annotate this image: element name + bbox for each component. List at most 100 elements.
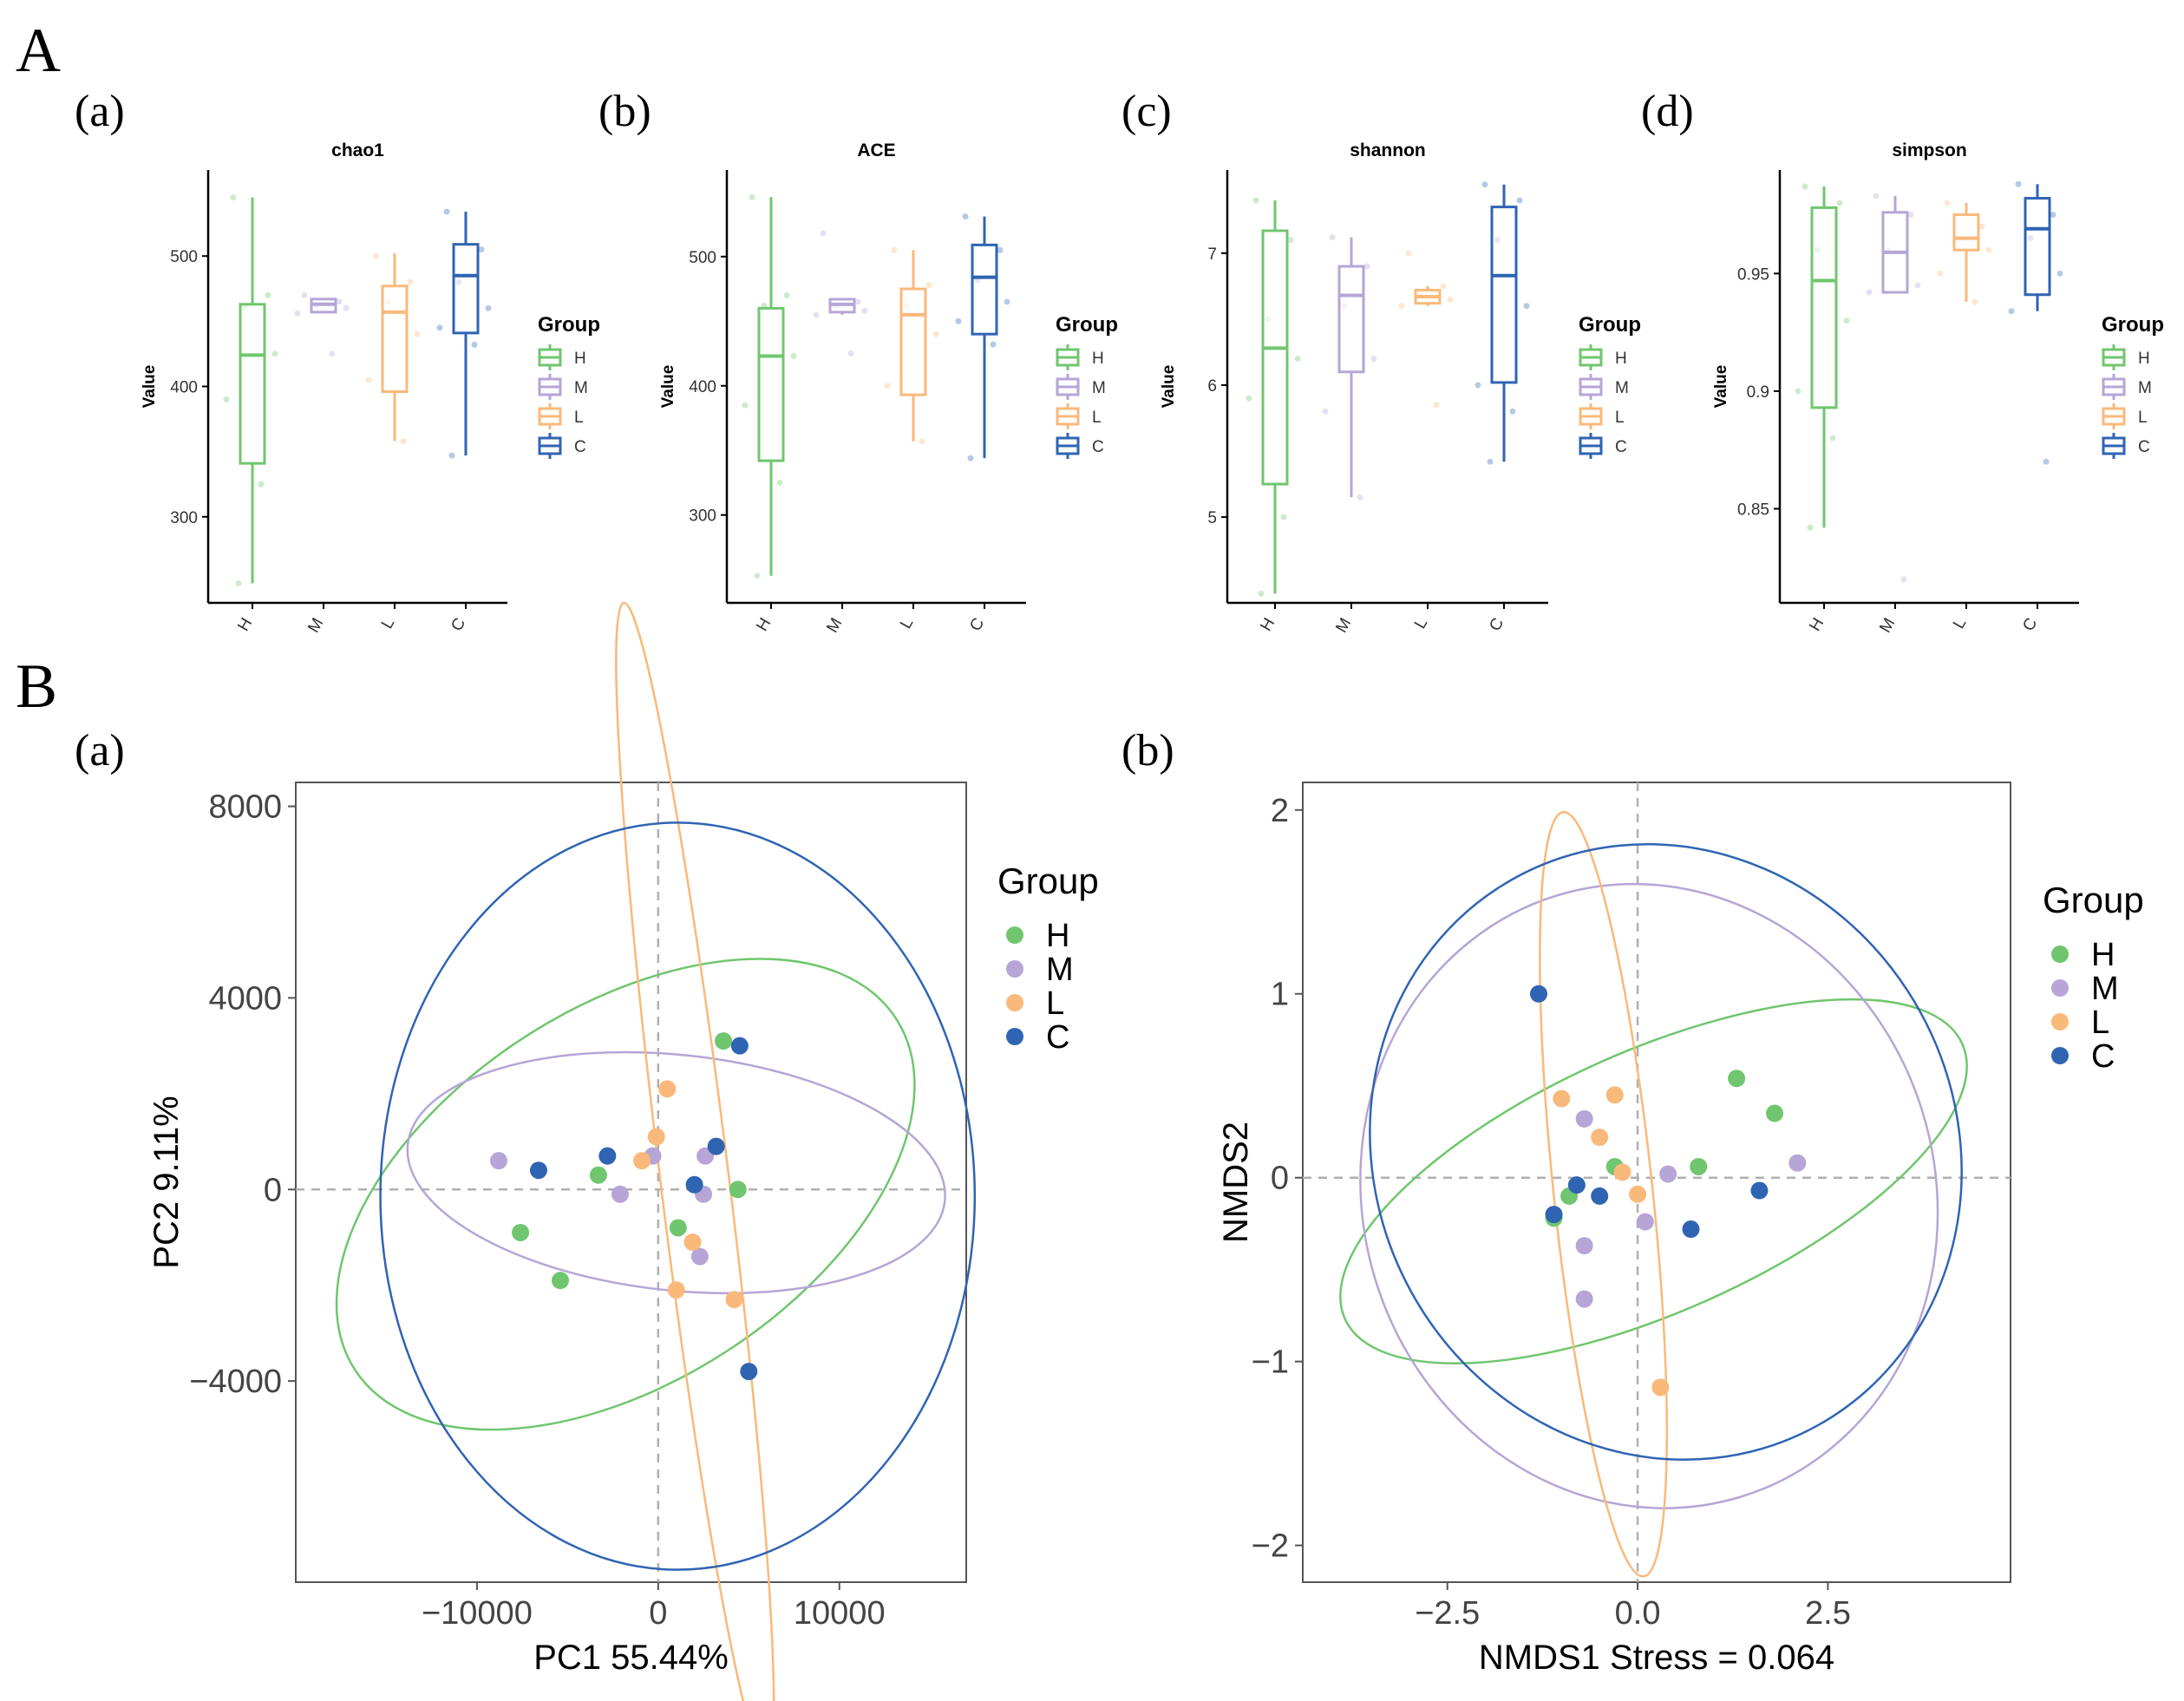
confidence-ellipse-l [1539,810,1669,1578]
data-point-l [1553,1089,1571,1108]
legend-label: C [1046,1019,1069,1056]
legend-title: Group [997,860,1099,901]
legend-item-c: C [538,433,586,459]
legend-label: M [2138,379,2152,397]
legend-label: M [1615,379,1629,397]
data-point-h [235,579,242,586]
legend-item-h: H [2102,344,2150,370]
data-point-l [1398,303,1405,310]
legend-item-l: L [538,403,584,429]
y-tick-label: 4000 [208,980,282,1017]
x-tick-label: M [823,615,846,636]
data-point-h [552,1272,570,1290]
chart-title: ACE [857,141,895,160]
box-c [2024,184,2051,311]
data-point-l [925,282,932,289]
x-tick-label: C [1486,615,1507,634]
data-point-h [1795,388,1801,395]
y-tick-label: 2 [1271,793,1289,829]
data-point-m [1575,1237,1593,1255]
data-point-c [2050,212,2056,219]
y-tick-label: 0.85 [1737,501,1769,520]
data-point-l [633,1152,651,1170]
x-tick-label: L [897,615,917,632]
data-point-l [372,252,379,259]
x-tick-label: 0 [649,1595,667,1632]
data-point-c [962,213,969,220]
data-point-m [489,1152,507,1170]
data-point-m [1329,234,1336,241]
data-point-h [589,1166,607,1184]
data-point-l [407,278,414,285]
data-point-h [1728,1070,1746,1088]
y-tick-label: 0.9 [1747,383,1769,402]
data-point-h [271,350,278,357]
data-point-h [729,1181,747,1199]
x-tick-label: 2.5 [1805,1595,1851,1632]
data-point-h [1690,1157,1708,1175]
y-axis-label: Value [659,365,677,409]
data-point-c [1545,1206,1563,1224]
data-point-l [919,438,925,445]
legend-item-m: M [1006,952,1074,988]
legend-label: M [1092,379,1106,397]
confidence-ellipse-l [615,601,775,1701]
legend-label: M [2091,971,2119,1007]
x-tick-label: H [1806,615,1828,634]
chart-title: simpson [1892,141,1966,160]
y-tick-label: 0 [264,1172,282,1208]
y-tick-label: 500 [170,248,198,266]
y-tick-label: −2 [1252,1528,1289,1565]
legend-label: L [1046,985,1064,1022]
y-axis-label: Value [1160,365,1178,409]
data-point-c [1567,1176,1586,1194]
confidence-ellipse-c [379,821,977,1571]
data-point-m [820,230,827,237]
box-iqr [1810,206,1838,409]
data-point-c [1750,1181,1769,1200]
data-point-c [471,341,478,348]
data-point-l [683,1233,702,1252]
y-axis-label: Value [1712,365,1730,409]
y-tick-label: 500 [689,249,716,267]
panel-label-a-c: (c) [1121,87,1172,136]
panel-label-a-a: (a) [75,87,125,136]
data-point-l [884,383,891,389]
section-label-a: A [16,16,61,85]
box-iqr [239,303,266,465]
data-point-l [1978,223,1985,230]
data-point-c [685,1175,703,1194]
data-point-c [2015,180,2022,187]
data-point-l [1440,283,1447,290]
data-point-c [1516,197,1523,204]
legend-key-dot [1006,926,1023,944]
data-point-l [400,438,407,445]
nmds-plot: −2.5 0.0 2.5 −2 −1 0 1 2 NMDS1 Stress = 0.064 NMD… [1217,782,2144,1677]
data-point-c [443,208,450,215]
box-iqr [757,306,785,462]
data-point-l [1613,1163,1631,1181]
confidence-ellipse-m [406,1050,946,1295]
data-point-m [1357,494,1363,500]
data-point-m [611,1185,629,1203]
data-point-c [1523,303,1530,310]
data-point-l [667,1281,685,1299]
legend-label: M [574,379,588,397]
legend-item-h: H [1579,344,1627,370]
legend-item-l: L [2102,403,2148,429]
y-axis-label: NMDS2 [1217,1122,1255,1243]
data-point-l [365,376,372,383]
data-point-h [776,479,783,486]
legend-label: L [2091,1004,2109,1041]
data-point-m [1363,263,1370,270]
y-axis-label: Value [141,365,159,409]
data-point-l [1944,200,1951,206]
data-point-m [343,304,350,311]
confidence-ellipse-m [1359,882,1939,1509]
panel-label-b-a: (a) [75,726,125,775]
data-point-m [1788,1154,1807,1172]
data-point-l [891,246,898,253]
data-point-m [1636,1213,1654,1231]
